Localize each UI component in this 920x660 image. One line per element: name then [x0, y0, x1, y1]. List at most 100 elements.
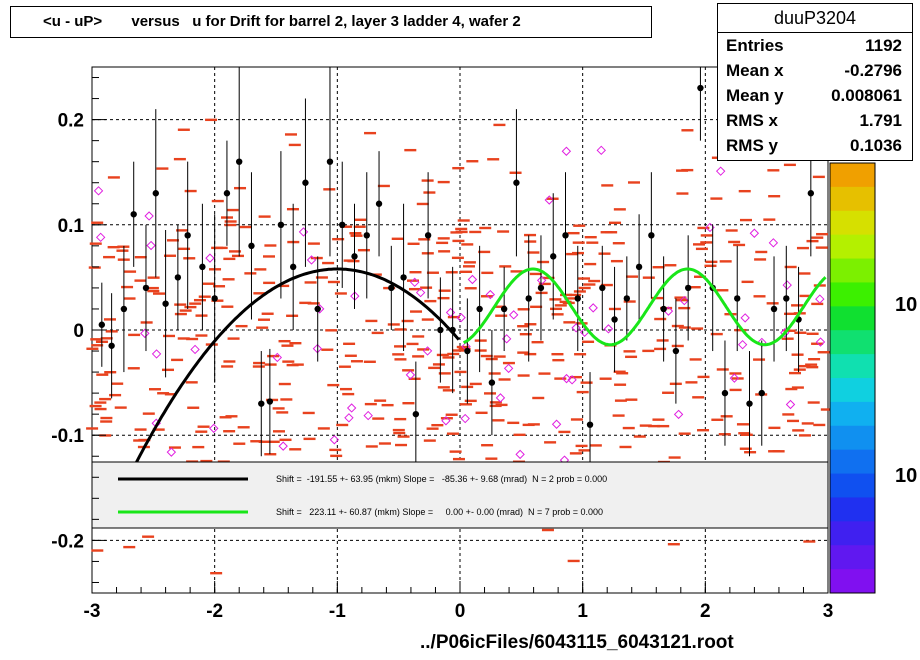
open-marker	[551, 419, 562, 429]
open-marker	[588, 303, 598, 313]
cell-dash	[406, 342, 419, 346]
cell-dash	[254, 268, 267, 271]
profile-point	[672, 347, 680, 355]
profile-point	[783, 295, 790, 302]
profile-point	[223, 190, 231, 197]
cell-dash	[705, 260, 718, 264]
cell-dash	[550, 307, 563, 311]
cell-dash	[381, 403, 394, 407]
cell-dash	[436, 241, 449, 245]
palette-cell	[830, 354, 875, 379]
open-marker	[503, 363, 514, 374]
profile-point	[550, 253, 557, 260]
cell-dash	[627, 181, 640, 184]
cell-dash	[667, 543, 680, 546]
cell-dash	[423, 439, 436, 442]
cell-dash	[417, 348, 430, 351]
cell-dash	[734, 328, 747, 332]
cell-dash	[589, 444, 602, 447]
cell-dash	[374, 399, 387, 402]
cell-dash	[193, 298, 206, 302]
open-marker	[346, 403, 357, 413]
cell-dash	[551, 313, 564, 316]
cell-dash	[799, 294, 812, 298]
cell-dash	[177, 128, 190, 131]
cell-dash	[288, 143, 301, 147]
cell-dash	[784, 312, 797, 316]
cell-dash	[332, 237, 345, 241]
cell-dash	[584, 262, 597, 266]
cell-dash	[481, 271, 494, 275]
cell-dash	[524, 323, 537, 326]
cell-dash	[226, 208, 239, 212]
open-marker	[298, 227, 309, 237]
profile-point	[660, 305, 667, 313]
cell-dash	[164, 254, 177, 257]
open-marker	[561, 373, 572, 384]
stats-label: Mean y	[726, 86, 784, 105]
cell-dash	[323, 188, 336, 191]
cell-dash	[185, 381, 198, 384]
cell-dash	[544, 441, 557, 444]
cell-dash	[572, 241, 585, 244]
profile-point	[277, 221, 285, 228]
cell-dash	[733, 243, 746, 247]
cell-dash	[449, 450, 462, 453]
cell-dash	[806, 332, 819, 335]
cell-dash	[808, 357, 821, 361]
cell-dash	[432, 363, 445, 366]
cell-dash	[237, 426, 250, 429]
cell-dash	[554, 377, 567, 380]
cell-dash	[446, 432, 459, 435]
cell-dash	[495, 314, 508, 317]
cell-dash	[263, 281, 276, 285]
cell-dash	[407, 242, 420, 246]
cell-dash	[329, 448, 342, 452]
fit-text-black: Shift = -191.55 +- 63.95 (mkm) Slope = -…	[276, 474, 607, 484]
cell-dash	[147, 289, 160, 293]
cell-dash	[365, 445, 378, 448]
cell-dash	[152, 292, 165, 295]
cell-dash	[697, 226, 710, 230]
cell-dash	[114, 406, 127, 409]
cell-dash	[586, 241, 599, 244]
profile-point	[424, 232, 432, 239]
cell-dash	[264, 363, 277, 366]
cell-dash	[763, 218, 776, 221]
cell-dash	[784, 265, 797, 269]
cell-dash	[173, 157, 186, 161]
cell-dash	[566, 252, 579, 256]
cell-dash	[493, 305, 506, 308]
cell-dash	[689, 358, 702, 361]
x-tick-label: 0	[455, 601, 466, 622]
cell-dash	[560, 293, 573, 297]
cell-dash	[498, 378, 511, 381]
cell-dash	[510, 270, 523, 273]
stats-value: 1192	[865, 36, 902, 55]
stats-label: Mean x	[726, 61, 784, 80]
cell-dash	[174, 312, 187, 316]
cell-dash	[210, 571, 223, 575]
cell-dash	[768, 426, 781, 430]
cell-dash	[614, 399, 627, 402]
cell-dash	[107, 176, 120, 179]
cell-dash	[438, 372, 451, 375]
palette-cell	[830, 521, 875, 546]
cell-dash	[124, 270, 137, 273]
stats-row-entries: Entries 1192	[718, 33, 912, 58]
cell-dash	[272, 407, 285, 410]
cell-dash	[688, 286, 701, 289]
palette-cell	[830, 186, 875, 212]
cell-dash	[792, 429, 805, 432]
cell-dash	[463, 261, 476, 264]
cell-dash	[619, 445, 632, 449]
cell-dash	[811, 342, 824, 345]
cell-dash	[678, 326, 691, 329]
open-marker	[485, 289, 496, 300]
cell-dash	[134, 428, 147, 431]
profile-point	[770, 305, 778, 313]
cell-dash	[671, 344, 684, 348]
palette-cell	[830, 306, 875, 331]
cell-dash	[488, 372, 501, 375]
cell-dash	[794, 331, 807, 334]
